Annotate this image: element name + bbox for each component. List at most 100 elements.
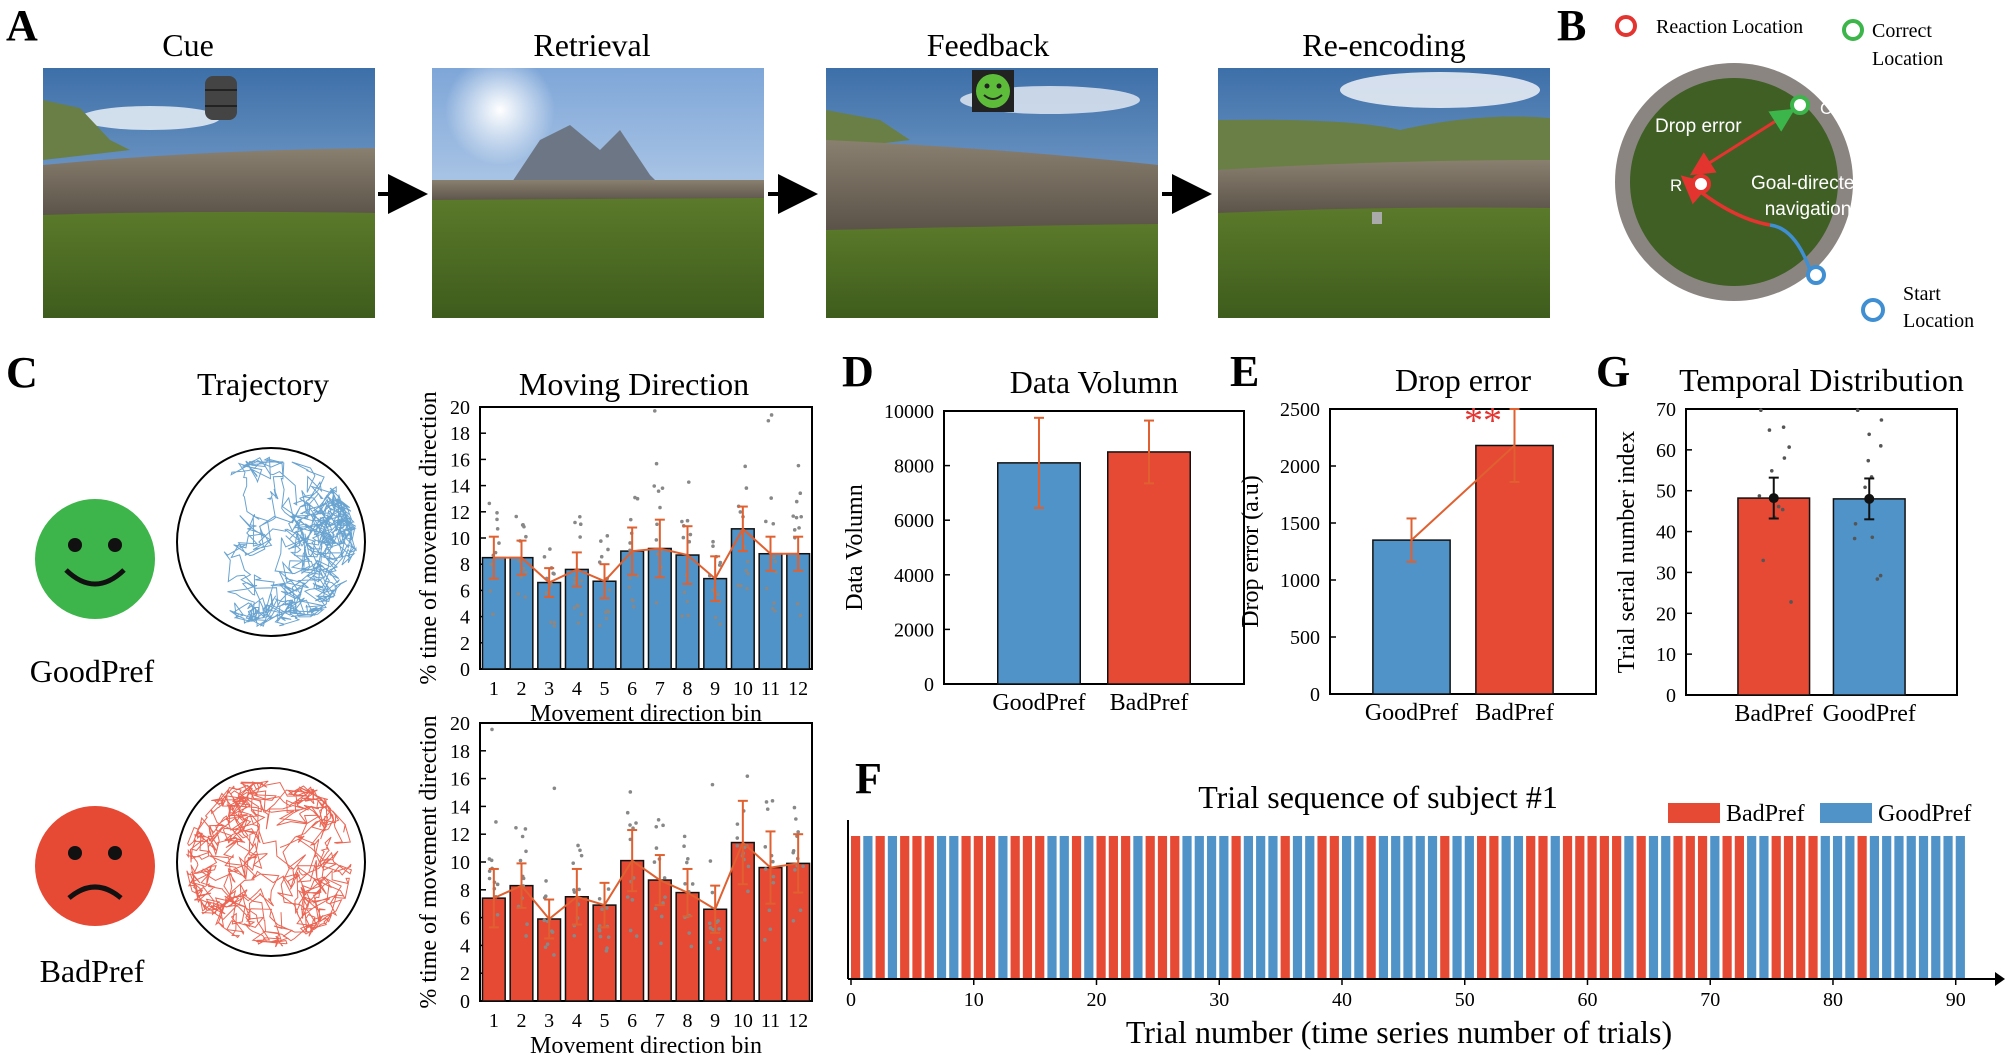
data-point bbox=[487, 869, 492, 873]
data-point bbox=[514, 514, 519, 519]
trial-bar bbox=[1734, 836, 1744, 979]
y-tick-label: 1500 bbox=[1280, 513, 1320, 535]
data-point bbox=[489, 858, 494, 863]
trial-bar bbox=[1857, 836, 1867, 979]
data-point bbox=[575, 603, 579, 608]
data-point bbox=[494, 820, 498, 824]
data-point bbox=[652, 860, 657, 864]
trial-bar bbox=[1918, 836, 1929, 979]
data-point bbox=[680, 614, 684, 618]
data-point bbox=[739, 583, 743, 588]
data-point bbox=[763, 938, 767, 942]
y-tick-label: 6 bbox=[460, 580, 470, 602]
data-point bbox=[523, 595, 527, 599]
y-tick-label: 60 bbox=[1656, 440, 1676, 462]
scene-title-reencoding: Re-encoding bbox=[1302, 27, 1466, 63]
data-point bbox=[524, 849, 528, 854]
data-point bbox=[765, 807, 770, 811]
data-point bbox=[768, 927, 773, 932]
data-point bbox=[1878, 444, 1883, 448]
data-point bbox=[572, 890, 577, 894]
data-point bbox=[628, 790, 633, 794]
trial-bar bbox=[1832, 836, 1843, 979]
data-point bbox=[495, 517, 499, 522]
trial-bar bbox=[1108, 836, 1118, 979]
trial-bar bbox=[1084, 836, 1094, 979]
data-point bbox=[683, 882, 687, 886]
y-tick-label: 1000 bbox=[1280, 570, 1320, 592]
trial-bar bbox=[1047, 836, 1057, 979]
data-point bbox=[524, 934, 528, 938]
correct-location-icon bbox=[1842, 19, 1864, 41]
legend-start-2: Location bbox=[1903, 310, 1974, 332]
legend-label-badpref: BadPref bbox=[1726, 801, 1805, 827]
data-point bbox=[544, 591, 549, 595]
data-point bbox=[764, 586, 769, 591]
significance-annotation: ** bbox=[1464, 400, 1502, 442]
data-point bbox=[798, 613, 803, 618]
trial-bar bbox=[1452, 836, 1462, 979]
x-tick-label: 40 bbox=[1332, 989, 1352, 1011]
scene-title-feedback: Feedback bbox=[927, 27, 1050, 63]
data-point bbox=[1776, 504, 1781, 509]
chart-drop-error: 0 500 1000 1500 2000 2500 GoodPref BadPref Drop … bbox=[1238, 362, 1597, 726]
trial-bar bbox=[1661, 836, 1671, 979]
data-point bbox=[746, 889, 750, 894]
data-point bbox=[606, 935, 611, 939]
trial-bar bbox=[1157, 836, 1168, 979]
trial-bar bbox=[1931, 836, 1941, 979]
data-point bbox=[598, 934, 603, 939]
data-point bbox=[654, 538, 659, 542]
data-point bbox=[576, 621, 581, 625]
data-point bbox=[801, 864, 805, 869]
data-point bbox=[717, 927, 721, 931]
y-tick-label: 4000 bbox=[894, 565, 934, 587]
trial-bar bbox=[1427, 836, 1438, 979]
data-point bbox=[798, 491, 803, 496]
data-point bbox=[552, 620, 557, 625]
trial-bar bbox=[1783, 836, 1794, 979]
data-point bbox=[1866, 458, 1871, 463]
chart-trial-sequence: Trial sequence of subject #1 0 10 20 30 40 50 6… bbox=[846, 779, 2005, 1050]
trial-bar bbox=[1035, 836, 1045, 979]
y-tick-label: 0 bbox=[1310, 684, 1320, 706]
data-point bbox=[745, 586, 749, 591]
trial-bar bbox=[1771, 836, 1781, 979]
data-point bbox=[600, 907, 604, 912]
data-point bbox=[791, 514, 796, 518]
data-point bbox=[1759, 408, 1763, 413]
trajectory-title: Trajectory bbox=[197, 366, 329, 402]
data-point bbox=[627, 585, 632, 590]
trial-bar bbox=[1206, 836, 1217, 979]
data-point bbox=[718, 560, 723, 565]
x-tick-label: 7 bbox=[655, 678, 665, 700]
data-point bbox=[661, 823, 665, 828]
data-point bbox=[524, 534, 528, 539]
y-tick-label: 0 bbox=[1666, 685, 1676, 707]
y-tick-label: 500 bbox=[1290, 627, 1320, 649]
y-tick-label: 4 bbox=[460, 607, 470, 629]
legend-swatch-badpref bbox=[1668, 803, 1720, 823]
data-point bbox=[769, 413, 774, 417]
data-point bbox=[579, 578, 584, 583]
data-point bbox=[771, 874, 776, 879]
data-point bbox=[773, 559, 778, 564]
data-point bbox=[630, 598, 634, 602]
x-tick-label: 6 bbox=[627, 678, 637, 700]
data-point bbox=[599, 554, 604, 559]
trial-bar bbox=[1697, 836, 1708, 979]
chart-title: Temporal Distribution bbox=[1679, 362, 1964, 398]
trial-bar bbox=[1096, 836, 1106, 979]
trial-bar bbox=[1550, 836, 1560, 979]
trial-bar bbox=[1317, 836, 1327, 979]
data-point bbox=[791, 918, 796, 923]
x-tick-label: 2 bbox=[517, 1010, 527, 1032]
trial-bar bbox=[1943, 836, 1953, 979]
trial-bar bbox=[1341, 836, 1352, 979]
data-point bbox=[1875, 577, 1880, 581]
trial-bar bbox=[1403, 836, 1413, 979]
data-point bbox=[603, 610, 608, 615]
trial-bar bbox=[1464, 836, 1474, 979]
data-point bbox=[572, 933, 577, 938]
data-point bbox=[746, 864, 751, 869]
